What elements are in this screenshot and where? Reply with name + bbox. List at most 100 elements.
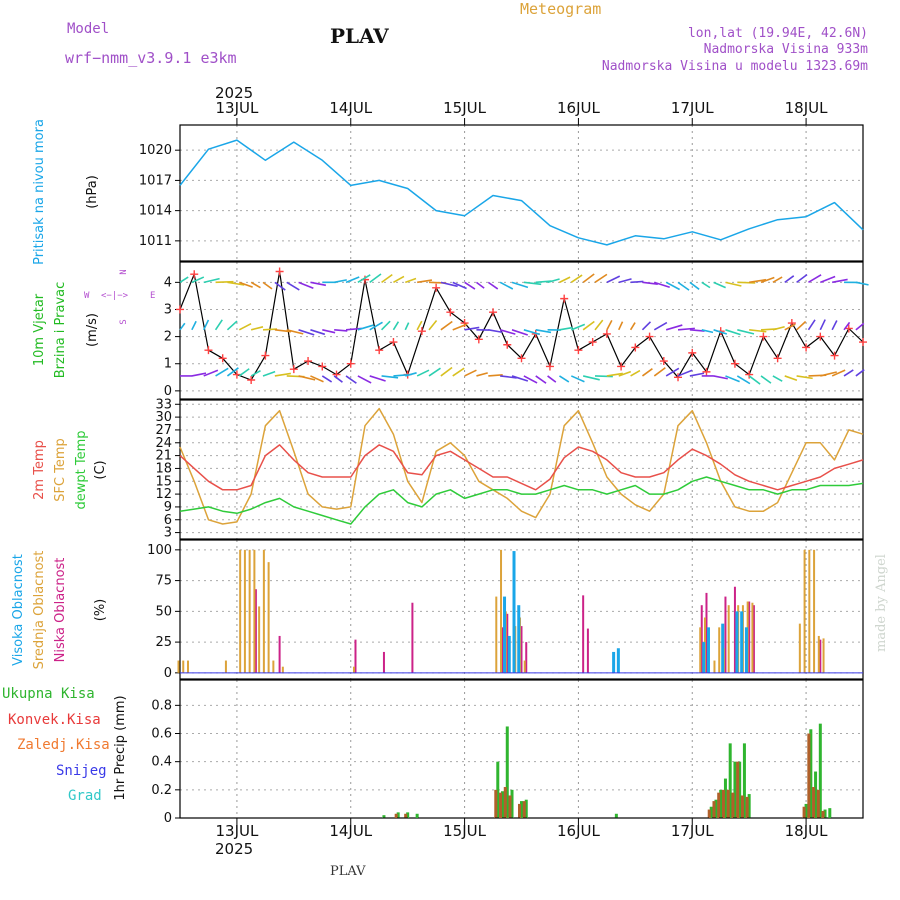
wind-speed-marker (859, 338, 867, 347)
elevation-text: Nadmorska Visina 933m (704, 42, 869, 57)
cloud-bar-niska (254, 589, 257, 673)
wind-arrow (333, 279, 347, 284)
wind-arrow (440, 320, 453, 331)
wind-arrow (570, 375, 585, 383)
wind-speed-marker (773, 354, 782, 363)
precip-bar-conv (522, 801, 526, 818)
wind-arrow (535, 375, 547, 384)
wind-arrow (665, 281, 681, 291)
cloud-bar-srednja (352, 666, 355, 673)
wind-arrow (298, 329, 315, 336)
cloud-bar-srednja (186, 660, 189, 673)
cloud-bar-srednja (699, 627, 702, 673)
wind-arrow (547, 278, 560, 284)
cloud-bar-niska (752, 605, 755, 673)
wind-speed-marker (830, 351, 839, 360)
precip-bar-conv (745, 796, 749, 818)
ytick-label: 0.2 (151, 783, 172, 798)
compass-east: E (150, 291, 155, 301)
wind-titles: 10m Vjetar Brzina i Pravac (m/s) W <−|−>… (32, 269, 155, 378)
wind-arrow (488, 329, 503, 334)
wind-arrow (274, 329, 292, 333)
cloud-bar-niska (525, 642, 528, 673)
ytick-label: 4 (164, 275, 172, 290)
wind-speed-marker (389, 338, 398, 347)
wind-arrow (357, 324, 374, 331)
wind-arrow (452, 367, 465, 377)
wind-arrow (725, 281, 742, 287)
wind-arrow (713, 329, 728, 335)
wind-arrow (618, 321, 624, 331)
wind-speed-marker (844, 324, 853, 333)
wind-arrow (594, 375, 613, 378)
wind-speed-marker (289, 365, 298, 374)
precip-bar-conv (736, 761, 740, 818)
cloud-bar-srednja (718, 627, 721, 673)
cloud-bar-srednja (822, 638, 825, 673)
wind-arrow (831, 369, 846, 377)
ytick-label: 1014 (139, 204, 172, 219)
precip-titles: Ukupna Kisa Konvek.Kisa Zaledj.Kisa Snij… (2, 686, 128, 804)
wind-arrow (298, 281, 314, 289)
precip-bar-total (496, 761, 500, 818)
panel-frame (179, 261, 864, 400)
precip-bar-total (723, 778, 727, 818)
wind-arrow (488, 374, 503, 377)
wind-arrow (357, 274, 371, 284)
wind-arrow (511, 329, 529, 336)
wind-arrow (298, 375, 316, 381)
wind-arrow (796, 375, 813, 380)
wind-arrow (594, 273, 608, 284)
wind-speed-marker (745, 370, 754, 379)
wind-arrow (582, 320, 595, 331)
ytick-label: 100 (147, 543, 172, 558)
ytick-label: 1 (164, 357, 172, 372)
precip-bar-conv (821, 810, 825, 818)
wind-arrow (582, 375, 600, 381)
precip-bar-conv (712, 801, 716, 818)
cloud-bar-srednja (258, 606, 261, 673)
wind-arrow (369, 375, 386, 382)
wind-arrow (262, 328, 278, 331)
cloud-bar-visoka (735, 611, 739, 673)
wind-arrow (393, 374, 408, 377)
wind-arrow (642, 281, 658, 285)
wind-arrow (559, 276, 571, 284)
ytick-label: 24 (155, 436, 172, 451)
wind-arrow (689, 329, 705, 332)
precip-legend-snow: Snijeg (56, 763, 107, 779)
wind-arrow (641, 321, 652, 331)
wind-arrow (357, 375, 372, 384)
cloud-title-low: Niska Oblacnost (53, 558, 68, 663)
wind-speed-marker (602, 329, 611, 338)
precip-bar-conv (812, 787, 816, 818)
wind-arrow (653, 367, 666, 377)
ytick-label: 9 (164, 500, 172, 515)
precip-bar-total (804, 803, 808, 818)
precip-bar-total (714, 799, 718, 818)
wind-speed-marker (318, 362, 327, 371)
wind-speed-marker (588, 338, 597, 347)
cloud-bar-srednja (798, 623, 801, 673)
cloud-bar-visoka (512, 551, 516, 673)
cloud-bar-srednja (727, 605, 730, 673)
precip-bar-total (501, 791, 505, 818)
plot-layer: 1011101410171020012343691215182124273033… (139, 99, 869, 840)
wind-arrow (238, 368, 250, 377)
wind-arrow (464, 281, 476, 290)
wind-speed-marker (574, 346, 583, 355)
wind-arrow (203, 369, 219, 377)
precip-ylabel: 1hr Precip (mm) (113, 695, 128, 800)
wind-arrow (274, 372, 291, 377)
wind-arrow (807, 319, 816, 331)
wind-speed-marker (631, 343, 640, 352)
wind-arrow (606, 372, 623, 377)
wind-speed-marker (759, 332, 768, 341)
wind-arrow (736, 375, 751, 385)
model-elevation-text: Nadmorska Visina u modelu 1323.69m (602, 59, 868, 74)
wind-speed-marker (204, 346, 213, 355)
cloud-bar-srednja (182, 660, 185, 673)
day-label-top: 17JUL (671, 99, 714, 117)
wind-arrow (571, 323, 586, 331)
